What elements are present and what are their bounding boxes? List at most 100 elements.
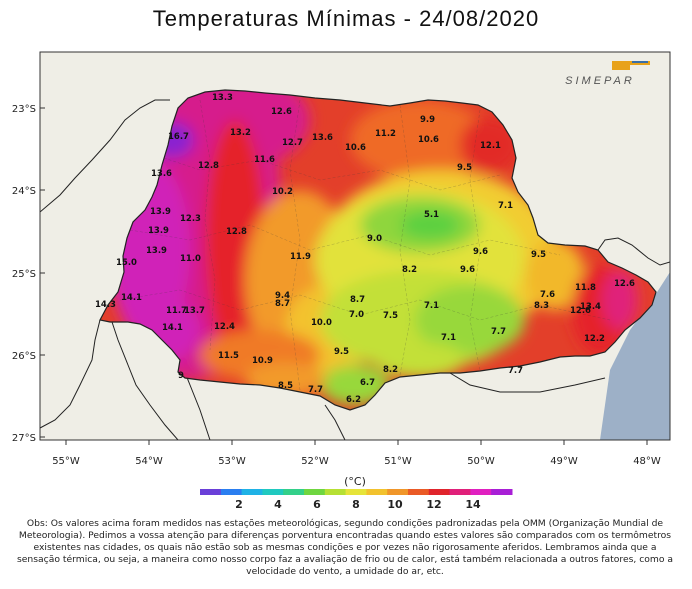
colorbar-segment bbox=[345, 489, 367, 495]
station-value: 9.9 bbox=[420, 115, 435, 125]
station-value: 8.3 bbox=[534, 301, 549, 311]
footnote: Obs: Os valores acima foram medidos nas … bbox=[16, 518, 674, 577]
station-value: 13.9 bbox=[150, 207, 171, 217]
station-value: 7.0 bbox=[349, 310, 364, 320]
lon-label: 55°W bbox=[52, 456, 80, 467]
colorbar-segment bbox=[304, 489, 326, 495]
colorbar-tick: 2 bbox=[235, 498, 243, 511]
station-value: 15.0 bbox=[116, 258, 137, 268]
lon-label: 49°W bbox=[550, 456, 578, 467]
station-value: 12.6 bbox=[271, 107, 292, 117]
station-value: 8.5 bbox=[278, 381, 293, 391]
station-value: 13.6 bbox=[312, 133, 333, 143]
station-value: 6.2 bbox=[346, 395, 361, 405]
station-value: 10.6 bbox=[418, 135, 439, 145]
state-outline bbox=[99, 89, 657, 411]
station-value: 9.5 bbox=[531, 250, 546, 260]
station-value: 9 bbox=[178, 371, 184, 381]
station-value: 12.6 bbox=[614, 279, 635, 289]
station-value: 9.5 bbox=[334, 347, 349, 357]
station-value: 8.2 bbox=[402, 265, 417, 275]
station-value: 14.3 bbox=[95, 300, 116, 310]
colorbar-segment bbox=[449, 489, 471, 495]
simepar-logo: SIMEPAR bbox=[565, 61, 650, 87]
station-value: 16.7 bbox=[168, 132, 189, 142]
station-value: 9.6 bbox=[460, 265, 475, 275]
lon-label: 48°W bbox=[633, 456, 661, 467]
station-value: 8.7 bbox=[275, 299, 290, 309]
colorbar-tick: 14 bbox=[465, 498, 481, 511]
station-value: 12.4 bbox=[214, 322, 235, 332]
station-value: 5.1 bbox=[424, 210, 439, 220]
station-value: 12.1 bbox=[480, 141, 501, 151]
station-value: 7.7 bbox=[308, 385, 323, 395]
station-value: 11.6 bbox=[254, 155, 275, 165]
lat-label: 24°S bbox=[12, 186, 36, 197]
colorbar-segment bbox=[220, 489, 243, 495]
station-value: 13.9 bbox=[146, 246, 167, 256]
station-value: 10.9 bbox=[252, 356, 273, 366]
colorbar-unit: (°C) bbox=[344, 475, 366, 488]
logo-text: SIMEPAR bbox=[565, 75, 635, 87]
station-value: 13.3 bbox=[212, 93, 233, 103]
axis-ticks bbox=[40, 107, 648, 445]
colorbar bbox=[200, 489, 513, 495]
station-value: 9.4 bbox=[275, 291, 290, 301]
station-value: 7.6 bbox=[540, 290, 555, 300]
station-value: 7.7 bbox=[508, 366, 523, 376]
colorbar-tick: 6 bbox=[313, 498, 321, 511]
colorbar-segment bbox=[324, 489, 347, 495]
lat-label: 27°S bbox=[12, 433, 36, 444]
ocean bbox=[600, 272, 670, 440]
station-value: 7.1 bbox=[498, 201, 513, 211]
lat-label: 25°S bbox=[12, 269, 36, 280]
station-value: 12.3 bbox=[180, 214, 201, 224]
station-value: 12.7 bbox=[282, 138, 303, 148]
colorbar-tick: 12 bbox=[426, 498, 441, 511]
station-value: 12.2 bbox=[584, 334, 605, 344]
station-value: 7.1 bbox=[424, 301, 439, 311]
station-value: 11.9 bbox=[290, 252, 311, 262]
station-value: 11.2 bbox=[375, 129, 396, 139]
station-value: 12.8 bbox=[198, 161, 219, 171]
station-value: 9.0 bbox=[367, 234, 382, 244]
temperature-field bbox=[100, 90, 656, 410]
colorbar-segment bbox=[366, 489, 388, 495]
colorbar-segment bbox=[241, 489, 263, 495]
colorbar-segment bbox=[428, 489, 451, 495]
colorbar-segment bbox=[262, 489, 284, 495]
lon-label: 52°W bbox=[301, 456, 329, 467]
station-value: 12.8 bbox=[226, 227, 247, 237]
temperature-map: 13.3 12.6 16.7 13.2 12.7 13.6 11.2 9.9 10.6 10.6 1… bbox=[12, 51, 671, 511]
lon-label: 53°W bbox=[218, 456, 246, 467]
colorbar-tick: 8 bbox=[352, 498, 360, 511]
neighbor-borders bbox=[40, 99, 670, 440]
lon-label: 54°W bbox=[135, 456, 163, 467]
station-value: 10.2 bbox=[272, 187, 293, 197]
station-value: 8.7 bbox=[350, 295, 365, 305]
station-value: 11.0 bbox=[180, 254, 201, 264]
station-value: 10.6 bbox=[345, 143, 366, 153]
station-value: 9.6 bbox=[473, 247, 488, 257]
colorbar-segment bbox=[408, 489, 430, 495]
colorbar-tick: 10 bbox=[387, 498, 403, 511]
lat-label: 26°S bbox=[12, 351, 36, 362]
map-frame bbox=[39, 51, 671, 441]
station-value: 10.0 bbox=[311, 318, 332, 328]
station-value: 8.2 bbox=[383, 365, 398, 375]
station-value: 13.6 bbox=[151, 169, 172, 179]
station-value: 11.8 bbox=[575, 283, 596, 293]
station-value: 13.7 bbox=[184, 306, 205, 316]
station-value: 7.5 bbox=[383, 311, 398, 321]
colorbar-segment bbox=[283, 489, 305, 495]
colorbar-segment bbox=[200, 489, 222, 495]
colorbar-segment bbox=[491, 489, 513, 495]
colorbar-segment bbox=[470, 489, 492, 495]
station-value: 11.7 bbox=[166, 306, 187, 316]
station-value: 14.1 bbox=[162, 323, 183, 333]
lon-label: 51°W bbox=[384, 456, 412, 467]
station-value: 6.7 bbox=[360, 378, 375, 388]
station-labels: 13.3 12.6 16.7 13.2 12.7 13.6 11.2 9.9 10.6 10.6 1… bbox=[95, 93, 635, 405]
station-value: 13.2 bbox=[230, 128, 251, 138]
station-value: 14.1 bbox=[121, 293, 142, 303]
